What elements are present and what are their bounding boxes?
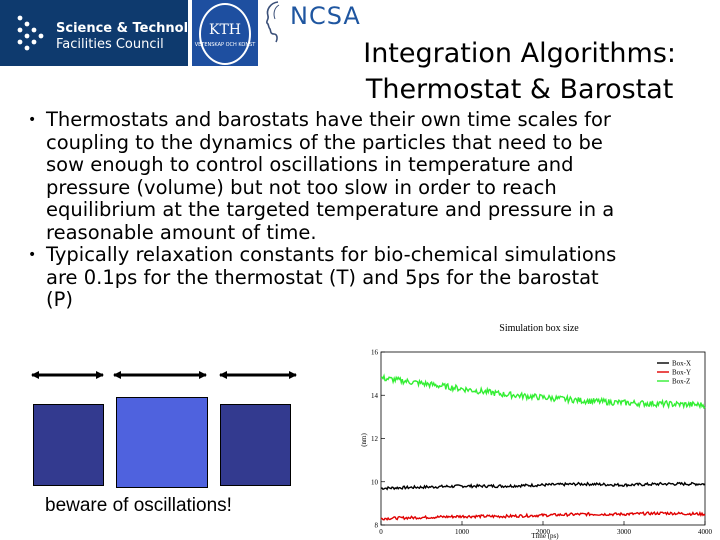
bullet-item: • Typically relaxation constants for bio…	[8, 243, 708, 312]
y-tick-label: 10	[371, 478, 379, 486]
x-tick-label: 1000	[455, 528, 470, 536]
chart-ylabel: (nm)	[360, 433, 368, 447]
stfc-name-line2: Facilities Council	[56, 37, 164, 52]
slide-title-line1: Integration Algorithms:	[363, 38, 676, 69]
kth-motto: VETENSKAP OCH KONST	[194, 42, 256, 48]
series-line-box-y	[380, 510, 706, 521]
x-tick-label: 2000	[536, 528, 551, 536]
bullet-line: equilibrium at the targeted temperature …	[46, 198, 615, 221]
stfc-emblem-icon	[17, 15, 44, 51]
x-tick-label: 0	[379, 528, 383, 536]
bullet-line: Thermostats and barostats have their own…	[46, 108, 611, 131]
bullet-line: reasonable amount of time.	[46, 220, 317, 244]
bullet-line: (P)	[46, 288, 73, 311]
bullet-marker: •	[28, 112, 37, 128]
compressed-box-right	[220, 404, 291, 486]
expanded-box-center	[116, 397, 208, 488]
chart-xlabel: Time (ps)	[531, 532, 559, 540]
bullet-marker: •	[28, 247, 37, 263]
ncsa-profile-icon	[266, 1, 280, 43]
kth-name: KTH	[208, 22, 241, 38]
chart-title: Simulation box size	[499, 323, 579, 334]
chart-plot-frame	[380, 351, 706, 526]
bullet-line: Typically relaxation constants for bio-c…	[46, 243, 617, 266]
oscillation-arrows	[31, 371, 297, 379]
legend-label: Box-X	[672, 360, 691, 368]
x-tick-label: 4000	[698, 528, 713, 536]
slide-title-line2: Thermostat & Barostat	[365, 74, 674, 105]
bullet-item: • Thermostats and barostats have their o…	[8, 108, 708, 244]
ncsa-logo-text: NCSA	[290, 2, 361, 30]
bullet-line: sow enough to control oscillations in te…	[46, 153, 574, 176]
y-tick-label: 14	[371, 392, 379, 400]
box-size-chart: Simulation box size (nm) Time (ps) 0 1000…	[360, 323, 713, 540]
y-tick-label: 8	[375, 522, 379, 530]
stfc-name-line1: Science & Technology	[56, 21, 215, 36]
legend-label: Box-Y	[672, 369, 691, 377]
slide-title: Integration Algorithms: Thermostat & Bar…	[363, 36, 676, 108]
stfc-logo: Science & Technology Facilities Council	[0, 0, 215, 66]
y-tick-label: 16	[371, 349, 379, 357]
compressed-box-left	[33, 404, 104, 486]
x-tick-label: 3000	[617, 528, 632, 536]
oscillation-caption: beware of oscillations!	[45, 495, 232, 516]
series-line-box-x	[380, 481, 706, 491]
bullet-line: pressure (volume) but not too slow in or…	[46, 175, 557, 199]
legend-label: Box-Z	[672, 378, 690, 386]
bullet-line: coupling to the dynamics of the particle…	[46, 130, 603, 154]
bullet-list: • Thermostats and barostats have their o…	[8, 108, 708, 312]
kth-seal-ring	[199, 3, 251, 65]
bullet-line: are 0.1ps for the thermostat (T) and 5ps…	[46, 265, 599, 289]
kth-logo: KTH VETENSKAP OCH KONST	[192, 0, 258, 66]
y-tick-label: 12	[371, 435, 379, 443]
series-line-box-z	[380, 373, 706, 410]
